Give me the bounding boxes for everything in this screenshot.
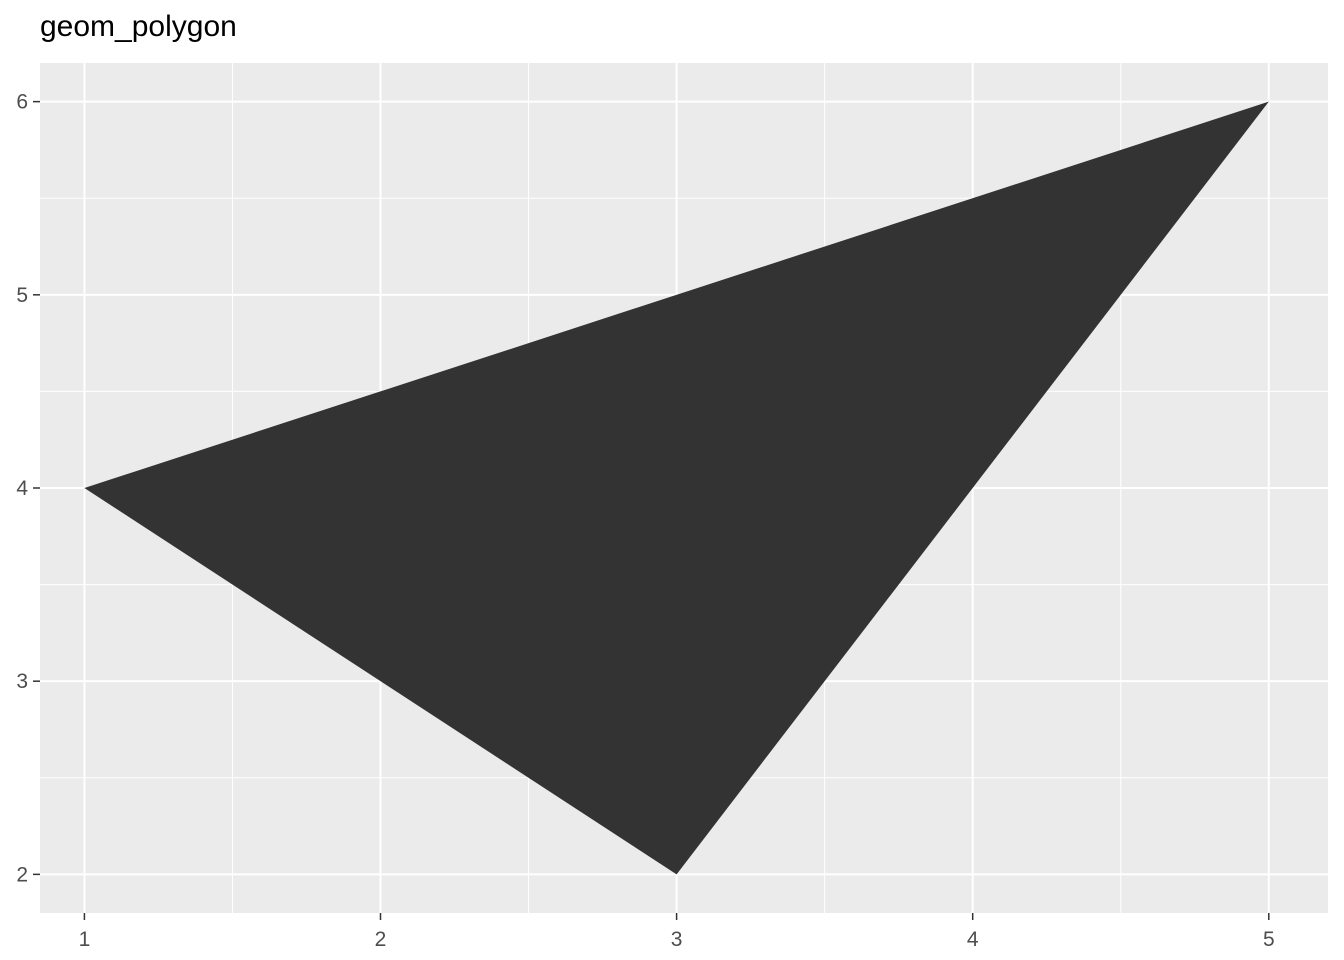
y-tick-label: 3 [16, 670, 28, 693]
y-axis-tick-labels: 2 3 4 5 6 [16, 91, 28, 887]
polygon-shape [84, 101, 1269, 875]
x-tick-label: 1 [79, 928, 91, 951]
x-tick-label: 3 [671, 928, 683, 951]
y-tick-label: 5 [16, 284, 28, 307]
x-axis-tick-labels: 1 2 3 4 5 [79, 928, 1275, 951]
x-tick-label: 2 [375, 928, 387, 951]
x-tick-label: 5 [1263, 928, 1275, 951]
axis-ticks [33, 100, 1270, 920]
y-tick-label: 6 [16, 91, 28, 114]
x-tick-label: 4 [967, 928, 979, 951]
chart-title: geom_polygon [40, 10, 237, 43]
y-tick-label: 4 [16, 477, 28, 500]
y-tick-label: 2 [16, 863, 28, 886]
